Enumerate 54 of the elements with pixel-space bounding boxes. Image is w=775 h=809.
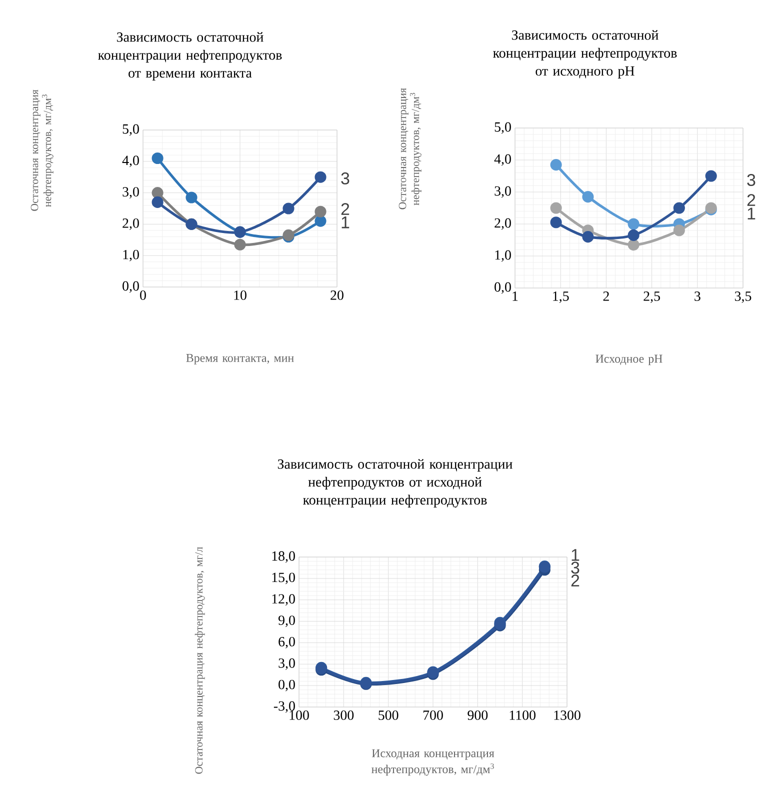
y-tick-label: 2,0	[494, 218, 511, 230]
x-tick-label: 300	[334, 710, 354, 720]
y-tick-label: 6,0	[278, 637, 295, 648]
y-tick-label: 2,0	[122, 218, 139, 230]
y-tick-label: 5,0	[494, 122, 511, 134]
y-tick-label: 1,0	[495, 250, 511, 262]
series-label: 3	[341, 172, 350, 184]
y-axis-title: Остаточная концентрация нефтепродуктов, мг/дм$^{3}$	[398, 88, 422, 210]
series-label: 2	[571, 574, 580, 586]
x-tick-label: 1,5	[553, 292, 569, 303]
y-axis-title: Остаточная концентрация нефтепродуктов, мг/л	[194, 547, 205, 774]
y-tick-label: 12,0	[272, 594, 295, 606]
x-tick-label: 3	[694, 292, 700, 301]
y-tick-label: 0,0	[494, 282, 511, 294]
x-tick-label: 1	[512, 292, 518, 301]
series-label: 1	[748, 208, 756, 220]
series-label: 1	[572, 549, 580, 561]
y-tick-label: 18,0	[272, 551, 295, 563]
series-label: 2	[747, 194, 756, 206]
y-tick-label: 0,0	[278, 680, 295, 692]
series-label: 2	[341, 203, 350, 215]
x-tick-label: 900	[468, 710, 488, 720]
y-tick-label: 1,0	[123, 250, 139, 262]
x-tick-label: 10	[234, 290, 246, 300]
x-tick-label: 2	[603, 292, 609, 301]
y-tick-label: 9,0	[278, 616, 295, 627]
series-label: 1	[342, 216, 350, 228]
x-axis-title: Время контакта, мин	[186, 354, 294, 364]
x-tick-label: 3,5	[734, 292, 752, 303]
y-tick-label: 5,0	[122, 124, 139, 136]
x-tick-label: 500	[378, 710, 398, 720]
x-tick-label: 100	[290, 710, 309, 720]
y-tick-label: 3,0	[278, 658, 295, 670]
y-tick-label: 4,0	[494, 154, 511, 166]
chart-title: Зависимость остаточной концентрации нефтепродуктов от времени контакта	[98, 32, 282, 80]
y-tick-label: 4,0	[122, 156, 139, 168]
y-tick-label: -3,0	[274, 701, 295, 713]
series-label: 3	[747, 174, 756, 186]
y-tick-label: 15,0	[272, 572, 295, 584]
x-axis-title: Исходное pH	[596, 354, 662, 366]
chart-title: Зависимость остаточной концентрации нефтепродуктов от исходной концентрации нефтепродуктов	[278, 459, 512, 508]
x-tick-label: 700	[423, 710, 443, 720]
x-tick-label: 0	[140, 290, 146, 300]
y-tick-label: 0,0	[122, 281, 139, 293]
x-tick-label: 2,5	[644, 292, 660, 303]
y-tick-label: 3,0	[122, 187, 139, 198]
y-axis-title: Остаточная концентрация нефтепродуктов, мг/дм$^{3}$	[30, 90, 54, 211]
chart-title: Зависимость остаточной концентрации нефтепродуктов от исходного pH	[493, 30, 677, 78]
y-tick-label: 3,0	[494, 186, 511, 198]
x-tick-label: 1100	[510, 710, 536, 720]
x-axis-title: Исходная концентрация нефтепродуктов, мг/дм$^{3}$	[372, 749, 494, 776]
series-label: 3	[571, 562, 580, 574]
x-tick-label: 20	[330, 290, 344, 300]
x-tick-label: 1300	[554, 710, 580, 720]
